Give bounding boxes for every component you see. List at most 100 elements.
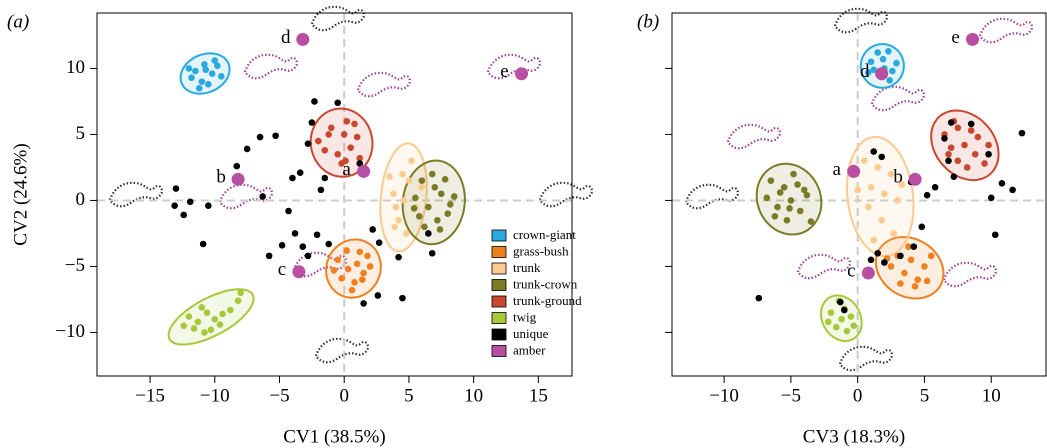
y-tick-label: −5 — [65, 255, 85, 276]
point-label: b — [216, 167, 226, 188]
point — [216, 321, 224, 328]
point-label: d — [860, 61, 870, 82]
x-tick-label: 10 — [982, 385, 1001, 406]
point — [291, 230, 299, 237]
point — [198, 78, 206, 85]
panel: −10 −5 0 5 10 (b) CV3 (18.3%) a b c d e — [637, 11, 1047, 447]
point — [441, 176, 449, 183]
legend-swatch — [491, 328, 507, 341]
point — [296, 169, 304, 177]
point — [185, 65, 193, 72]
point — [841, 306, 848, 314]
point — [237, 289, 244, 297]
point — [321, 146, 329, 154]
point — [214, 62, 221, 70]
point — [296, 32, 310, 46]
point — [837, 298, 844, 306]
point — [400, 197, 408, 204]
point — [898, 181, 906, 188]
point — [338, 275, 345, 282]
point — [854, 186, 861, 194]
panel: −15 −10 −5 0 5 10 15 −10 −5 0 5 10 (a) CV1 (38.5%) CV2… — [7, 11, 582, 447]
point — [879, 55, 887, 63]
point — [219, 310, 226, 318]
point — [971, 150, 979, 158]
point — [961, 141, 968, 149]
point-label: e — [951, 27, 959, 48]
point — [317, 186, 325, 194]
point — [918, 223, 926, 231]
point — [415, 212, 423, 220]
point — [412, 194, 419, 202]
point — [390, 190, 397, 198]
point — [395, 216, 402, 224]
point — [967, 120, 975, 128]
point-label: a — [342, 159, 351, 180]
point — [800, 186, 808, 194]
point — [360, 269, 367, 277]
point — [375, 239, 383, 246]
point — [391, 223, 398, 231]
point — [334, 256, 342, 264]
point — [205, 202, 212, 210]
point — [865, 203, 872, 211]
point — [870, 66, 877, 74]
point — [780, 183, 788, 191]
point — [897, 280, 904, 287]
point — [272, 132, 279, 140]
point — [198, 304, 206, 311]
point — [205, 80, 212, 88]
point — [847, 313, 855, 320]
point — [870, 148, 877, 155]
point — [428, 249, 436, 257]
point — [313, 231, 321, 239]
point — [987, 194, 995, 202]
legend-label: trunk — [513, 260, 541, 275]
point — [790, 170, 797, 178]
point — [311, 98, 318, 105]
point — [755, 294, 763, 302]
point — [874, 249, 881, 257]
point — [966, 32, 980, 46]
point — [359, 276, 366, 283]
point — [908, 172, 922, 186]
point — [172, 185, 180, 192]
x-tick-label: −10 — [200, 385, 230, 406]
point — [207, 326, 215, 334]
legend-swatch — [491, 295, 507, 308]
point — [233, 162, 241, 170]
point — [399, 170, 406, 178]
point — [192, 67, 199, 75]
point — [211, 315, 219, 323]
x-tick-label: 10 — [464, 385, 483, 406]
point — [894, 197, 902, 204]
point — [897, 252, 904, 260]
y-tick-label: 10 — [66, 57, 85, 78]
point — [325, 131, 332, 138]
point — [418, 183, 426, 191]
point — [360, 300, 367, 307]
point — [217, 73, 225, 80]
point — [327, 124, 335, 132]
x-tick-label: −15 — [135, 385, 165, 406]
point — [867, 58, 875, 66]
point — [428, 170, 436, 178]
point — [893, 59, 900, 67]
point — [867, 183, 875, 191]
point — [208, 70, 216, 78]
point — [945, 157, 952, 165]
point-label: b — [893, 167, 903, 188]
point — [342, 157, 349, 165]
point — [202, 66, 210, 74]
plot-frame — [671, 12, 1047, 377]
point — [180, 211, 188, 219]
point — [890, 230, 898, 237]
point — [201, 329, 208, 336]
x-tick-label: −5 — [781, 385, 801, 406]
point — [861, 157, 868, 165]
point — [832, 323, 840, 331]
point — [321, 174, 329, 182]
point — [405, 177, 413, 184]
point — [921, 263, 928, 270]
